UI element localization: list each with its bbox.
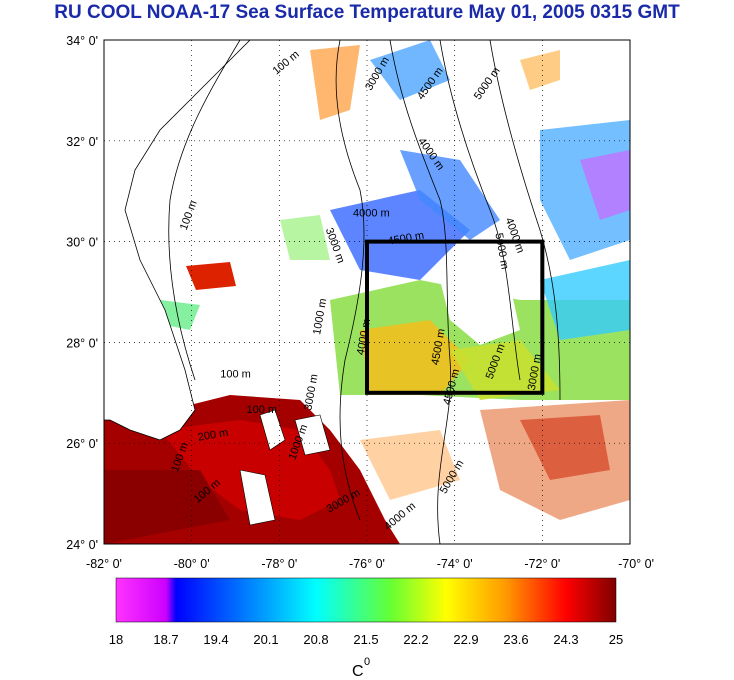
study-area-box bbox=[365, 239, 545, 395]
lat-tick-label-3: 28° 0' bbox=[66, 336, 98, 350]
lat-tick-label-1: 32° 0' bbox=[66, 135, 98, 149]
colorbar-tick-3: 20.1 bbox=[253, 632, 278, 647]
map-frame bbox=[103, 39, 631, 545]
colorbar bbox=[115, 577, 617, 623]
colorbar-tick-5: 21.5 bbox=[353, 632, 378, 647]
lat-tick-label-5: 24° 0' bbox=[66, 538, 98, 552]
colorbar-unit-label: C bbox=[352, 663, 364, 680]
lon-tick-label-6: -70° 0' bbox=[618, 557, 654, 571]
lat-tick-label-0: 34° 0' bbox=[66, 34, 98, 48]
lat-tick-label-4: 26° 0' bbox=[66, 437, 98, 451]
colorbar-unit-superscript: 0 bbox=[364, 656, 370, 668]
lon-tick-label-1: -80° 0' bbox=[174, 557, 210, 571]
latitude-labels: 34° 0' 32° 0' 30° 0' 28° 0' 26° 0' 24° 0' bbox=[66, 34, 98, 552]
sst-imagery bbox=[104, 40, 630, 544]
lat-tick-label-2: 30° 0' bbox=[66, 236, 98, 250]
colorbar-tick-1: 18.7 bbox=[153, 632, 178, 647]
lon-tick-label-3: -76° 0' bbox=[349, 557, 385, 571]
colorbar-tick-8: 23.6 bbox=[503, 632, 528, 647]
lon-tick-label-0: -82° 0' bbox=[86, 557, 122, 571]
contour-label-19: 200 m bbox=[197, 427, 229, 444]
lon-tick-label-4: -74° 0' bbox=[437, 557, 473, 571]
lon-tick-label-2: -78° 0' bbox=[261, 557, 297, 571]
colorbar-tick-2: 19.4 bbox=[203, 632, 228, 647]
colorbar-tick-9: 24.3 bbox=[553, 632, 578, 647]
contour-label-18: 100 m bbox=[247, 404, 278, 416]
contour-label-7: 4000 m bbox=[353, 207, 390, 219]
colorbar-tick-10: 25 bbox=[609, 632, 623, 647]
colorbar-tick-6: 22.2 bbox=[403, 632, 428, 647]
colorbar-tick-4: 20.8 bbox=[303, 632, 328, 647]
colorbar-tick-labels: 18 18.7 19.4 20.1 20.8 21.5 22.2 22.9 23.6 24.3 25 bbox=[109, 632, 623, 647]
map-title: RU COOL NOAA-17 Sea Surface Temperature … bbox=[54, 2, 680, 23]
lon-tick-label-5: -72° 0' bbox=[524, 557, 560, 571]
land-masks bbox=[104, 40, 331, 526]
colorbar-tick-0: 18 bbox=[109, 632, 123, 647]
longitude-labels: -82° 0' -80° 0' -78° 0' -76° 0' -74° 0' -72° … bbox=[86, 557, 654, 571]
colorbar-tick-7: 22.9 bbox=[453, 632, 478, 647]
bathymetry-contours bbox=[168, 40, 561, 544]
contour-label-17: 100 m bbox=[220, 369, 251, 381]
